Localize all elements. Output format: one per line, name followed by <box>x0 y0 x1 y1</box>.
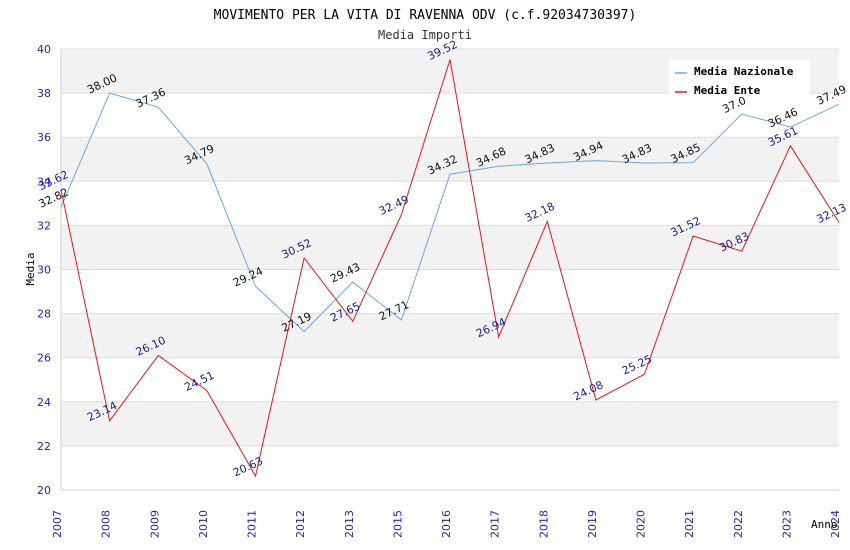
grid-band <box>61 269 839 314</box>
y-tick-label: 20 <box>37 484 51 497</box>
axes <box>60 49 839 491</box>
chart-title: MOVIMENTO PER LA VITA DI RAVENNA ODV (c.… <box>214 8 637 23</box>
y-tick-label: 28 <box>37 308 51 321</box>
x-tick-label: 2011 <box>246 510 259 538</box>
y-tick-label: 36 <box>37 131 51 144</box>
y-tick-label: 34 <box>37 175 51 188</box>
x-tick-label: 2021 <box>683 510 696 538</box>
y-tick-label: 30 <box>37 264 51 277</box>
y-tick-label: 32 <box>37 219 51 232</box>
x-tick-label: 2017 <box>489 510 502 538</box>
series-line-media-ente <box>60 59 840 478</box>
grid-band <box>61 93 839 138</box>
y-axis-label: Media <box>24 252 37 285</box>
x-tick-label: 2007 <box>51 510 64 538</box>
x-tick-label: 2018 <box>537 510 550 538</box>
series-line-media-nazionale <box>60 92 840 333</box>
x-tick-labels: 2007 2008 2009 2010 2011 2012 2013 2015 2016 2017… <box>51 510 842 538</box>
x-tick-label: 2024 <box>829 510 842 538</box>
grid-band <box>61 445 839 490</box>
legend-box <box>669 60 810 97</box>
chart-subtitle: Media Importi <box>378 28 472 42</box>
series-lines <box>60 59 840 478</box>
y-tick-label: 40 <box>37 43 51 56</box>
y-tick-label: 24 <box>37 396 51 409</box>
x-tick-label: 2009 <box>148 510 161 538</box>
x-tick-label: 2012 <box>294 510 307 538</box>
legend-label-media-nazionale: Media Nazionale <box>694 65 794 78</box>
x-tick-label: 2010 <box>197 510 210 538</box>
y-tick-label: 26 <box>37 352 51 365</box>
grid-band <box>61 181 839 226</box>
grid-band <box>61 357 839 402</box>
grid-band <box>61 313 839 358</box>
x-tick-label: 2013 <box>343 510 356 538</box>
x-tick-label: 2008 <box>100 510 113 538</box>
grid-band <box>61 225 839 270</box>
x-tick-label: 2016 <box>440 510 453 538</box>
x-tick-label: 2022 <box>732 510 745 538</box>
legend: Media Nazionale Media Ente <box>669 60 810 97</box>
x-tick-label: 2019 <box>586 510 599 538</box>
x-tick-label: 2023 <box>780 510 793 538</box>
x-tick-label: 2015 <box>391 510 404 538</box>
y-tick-label: 38 <box>37 87 51 100</box>
y-tick-labels: 20 22 24 26 28 30 32 34 36 38 40 <box>37 43 51 497</box>
y-tick-label: 22 <box>37 440 51 453</box>
legend-label-media-ente: Media Ente <box>694 84 761 97</box>
grid-band <box>61 401 839 446</box>
x-tick-label: 2020 <box>635 510 648 538</box>
x-axis-label: Anno <box>811 518 838 531</box>
